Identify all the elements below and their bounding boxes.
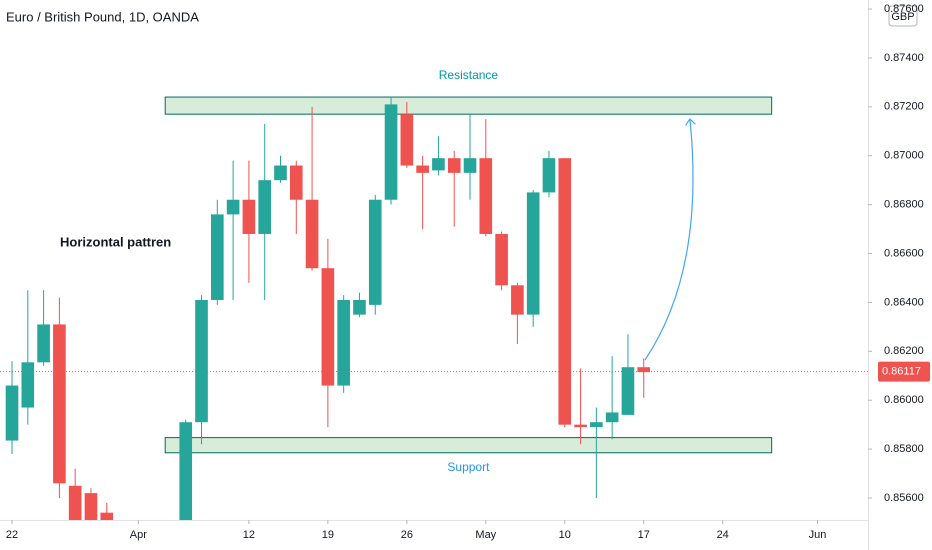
plot-area [0, 96, 868, 520]
y-tick-label: 0.86200 [884, 345, 924, 357]
candle-body [37, 324, 50, 363]
candle-body [574, 424, 587, 428]
candle-body [447, 158, 461, 173]
candle-body [84, 493, 98, 520]
zone [164, 437, 773, 454]
x-tick-label: 24 [717, 529, 729, 541]
candle-body [558, 158, 572, 425]
candle-body [100, 512, 114, 520]
y-tick-label: 0.87400 [884, 52, 924, 64]
candle-body [210, 214, 224, 300]
candle-body [463, 158, 477, 173]
x-tick-label: Jun [809, 529, 827, 541]
last-price-box [878, 361, 930, 382]
candle-body [274, 165, 287, 181]
candle-body [337, 299, 350, 386]
y-tick-label: 0.87200 [884, 101, 924, 113]
x-tick-label: 22 [6, 529, 18, 541]
y-tick-label: 0.87000 [884, 150, 924, 162]
candle-body [542, 158, 556, 193]
candle-body [637, 367, 651, 373]
x-tick-label: 19 [322, 529, 334, 541]
y-tick-label: 0.86600 [884, 247, 924, 259]
candle-body [368, 199, 382, 305]
candle-body [384, 104, 398, 200]
y-tick-label: 0.86400 [884, 296, 924, 308]
candle-body [400, 114, 414, 166]
candle-body [226, 199, 240, 215]
candle-body [511, 285, 524, 315]
candle-body [526, 192, 540, 315]
y-tick-label: 0.85600 [884, 492, 924, 504]
candle-body [605, 412, 619, 423]
candle-body [432, 158, 445, 171]
currency-box [888, 5, 918, 27]
zone-label: Resistance [439, 68, 499, 82]
x-tick-label: May [475, 529, 496, 541]
candle-body [53, 324, 66, 484]
x-tick-label: 12 [243, 529, 255, 541]
annotation: Horizontal pattren [60, 234, 171, 249]
candle-body [590, 422, 603, 428]
zone-label: Support [447, 460, 490, 474]
candle-body [621, 367, 635, 415]
candle-body [495, 233, 508, 286]
candle-body [21, 362, 35, 408]
candle-body [195, 299, 208, 423]
candle-body [305, 199, 319, 269]
candle-body [289, 165, 303, 200]
x-tick-label: Apr [130, 529, 147, 541]
zone [164, 96, 773, 115]
x-tick-label: 10 [559, 529, 571, 541]
chart-title: Euro / British Pound, 1D, OANDA [6, 9, 199, 24]
candle-body [321, 268, 335, 386]
candle-body [258, 180, 272, 234]
last-price-label: 0.86117 [882, 366, 921, 378]
y-tick-label: 0.87600 [884, 3, 924, 15]
candle-body [242, 199, 256, 234]
x-tick-label: 17 [638, 529, 650, 541]
y-tick-label: 0.85800 [884, 443, 924, 455]
candle-body [5, 385, 19, 441]
candle-body [479, 158, 493, 234]
candle-body [353, 299, 366, 315]
candle-body [416, 165, 429, 173]
projection-arrow [644, 120, 693, 361]
y-tick-label: 0.86800 [884, 199, 924, 211]
currency: GBP [891, 11, 914, 23]
y-tick-label: 0.86000 [884, 394, 924, 406]
candle-body [179, 422, 193, 520]
x-tick-label: 26 [401, 529, 413, 541]
candle-body [68, 485, 82, 520]
